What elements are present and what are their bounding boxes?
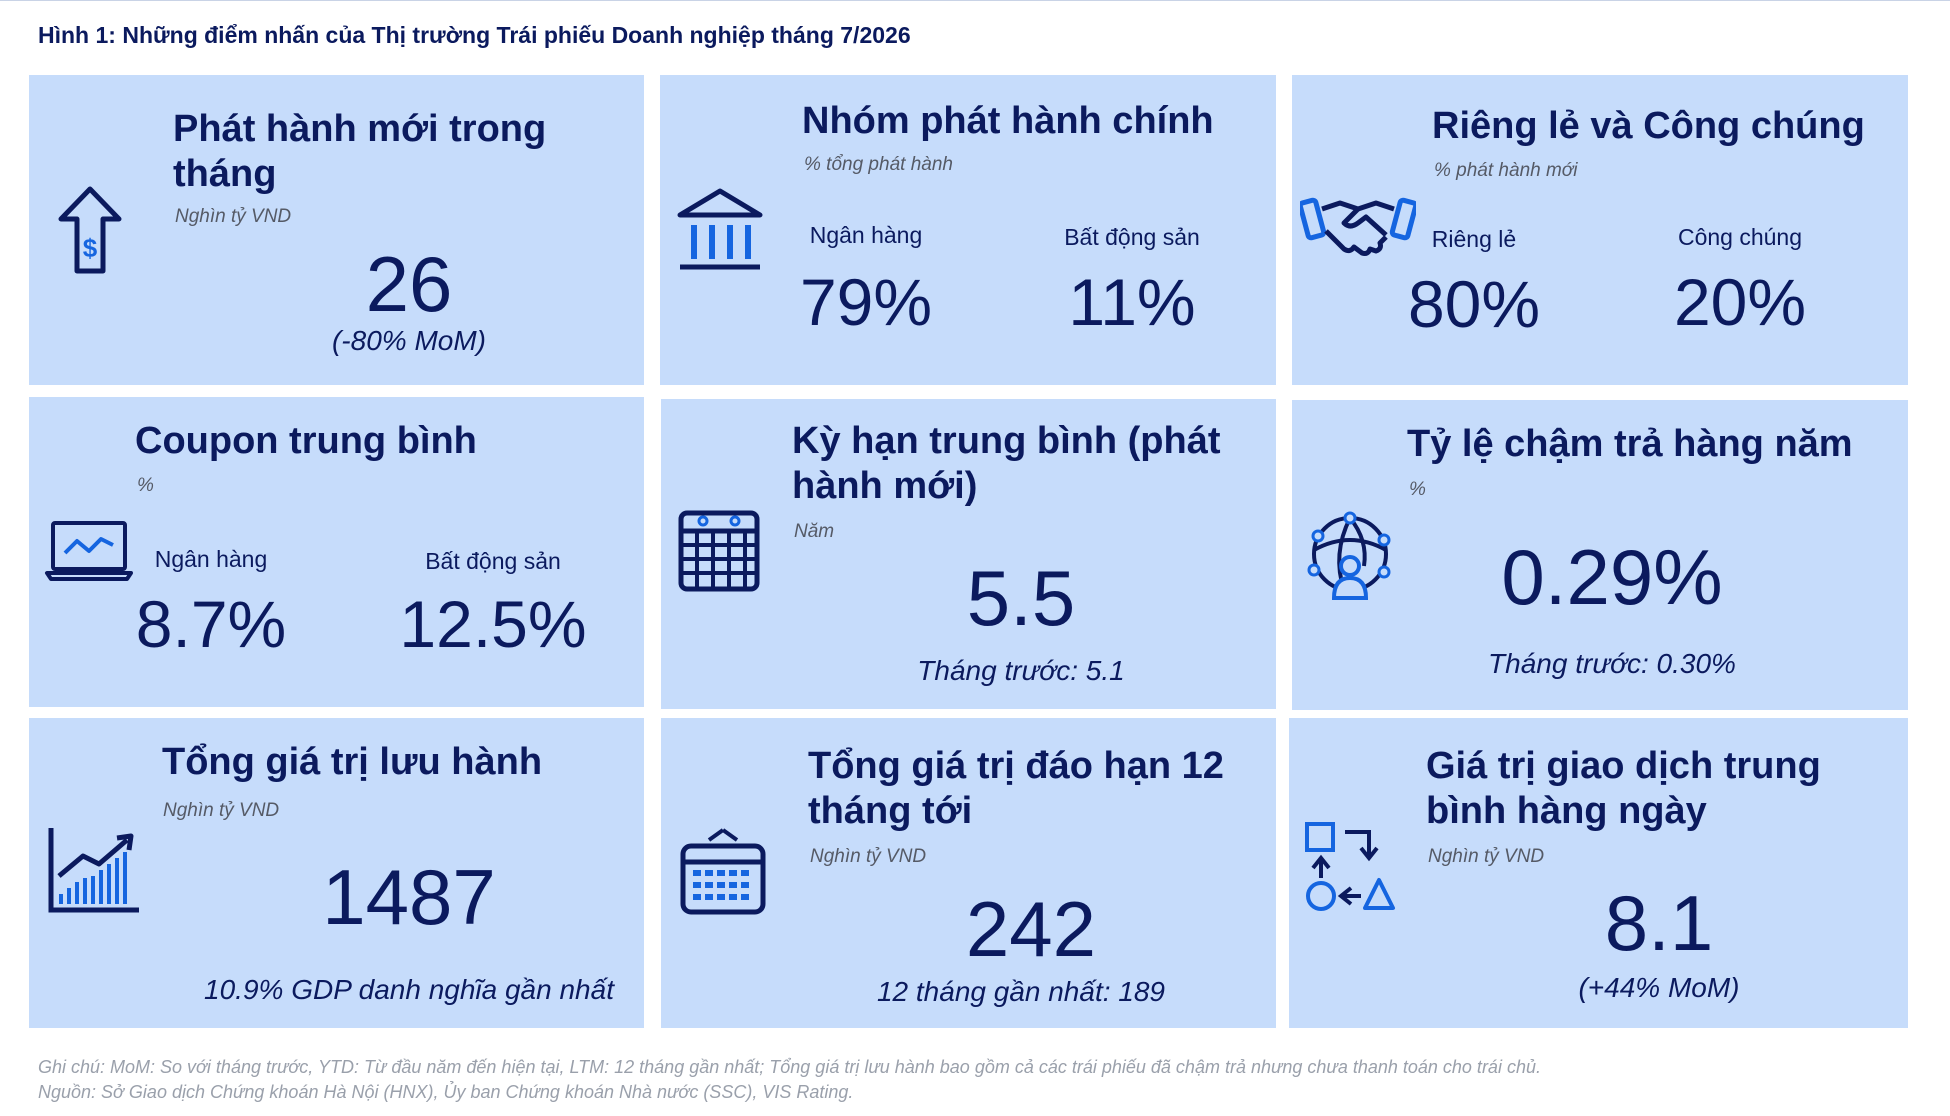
right-value: 11% [1068, 265, 1196, 339]
svg-text:$: $ [83, 233, 98, 263]
main-value: 0.29% [1501, 533, 1723, 621]
card-title: Nhóm phát hành chính [802, 100, 1214, 142]
unit-label: Nghìn tỷ VND [1428, 846, 1545, 867]
shapes-flow-icon [1303, 820, 1397, 917]
main-value: 5.5 [966, 554, 1076, 642]
laptop-chart-icon [43, 519, 135, 588]
unit-label: Năm [794, 521, 835, 542]
left-label: Ngân hàng [154, 546, 268, 572]
unit-label: % phát hành mới [1434, 160, 1578, 181]
calendar-grid-icon [679, 826, 767, 921]
card-title: Kỳ hạn trung bình (phát hành mới) [792, 420, 1221, 507]
card-tenor: Kỳ hạn trung bình (phát hành mới) Năm 5.… [661, 399, 1276, 709]
arrow-up-dollar-icon: $ [55, 185, 125, 282]
right-label: Bất động sản [1064, 224, 1200, 250]
globe-network-person-icon [1304, 510, 1396, 607]
left-value: 80% [1407, 267, 1541, 341]
unit-label: % [137, 475, 154, 496]
sub-value: Tháng trước: 0.30% [1488, 648, 1736, 679]
card-title: Tỷ lệ chậm trả hàng năm [1407, 423, 1853, 465]
card-default-rate: Tỷ lệ chậm trả hàng năm % 0.29% Tháng tr… [1292, 400, 1908, 710]
sub-value: (+44% MoM) [1578, 972, 1740, 1003]
sub-value: Tháng trước: 5.1 [917, 655, 1125, 686]
figure-title: Hình 1: Những điểm nhấn của Thị trường T… [38, 22, 911, 48]
card-issuer-groups: Nhóm phát hành chính % tổng phát hành Ng… [660, 75, 1276, 385]
left-value: 79% [799, 265, 933, 339]
right-value: 20% [1673, 265, 1807, 339]
card-title: Tổng giá trị đáo hạn 12 tháng tới [808, 745, 1224, 832]
card-issuance: $ Phát hành mới trong tháng Nghìn tỷ VND… [29, 75, 644, 385]
handshake-icon [1297, 187, 1419, 264]
top-border [0, 0, 1950, 1]
unit-label: % [1409, 479, 1426, 500]
bar-chart-trend-icon [45, 824, 141, 921]
calendar-icon [677, 507, 761, 598]
main-value: 242 [965, 885, 1097, 973]
card-maturity: Tổng giá trị đáo hạn 12 tháng tới Nghìn … [661, 718, 1276, 1028]
card-title: Riêng lẻ và Công chúng [1432, 105, 1865, 147]
bank-building-icon [676, 187, 764, 278]
unit-label: Nghìn tỷ VND [175, 206, 292, 227]
card-coupon: Coupon trung bình % Ngân hàng Bất động s… [29, 397, 644, 707]
sub-value: (-80% MoM) [331, 325, 486, 356]
sub-value: 12 tháng gần nhất: 189 [876, 976, 1166, 1007]
sub-value: 10.9% GDP danh nghĩa gần nhất [204, 974, 614, 1005]
card-private-public: Riêng lẻ và Công chúng % phát hành mới R… [1292, 75, 1908, 385]
main-value: 8.1 [1604, 879, 1714, 967]
unit-label: Nghìn tỷ VND [810, 846, 927, 867]
main-value: 26 [365, 240, 453, 328]
unit-label: Nghìn tỷ VND [163, 800, 280, 821]
left-value: 8.7% [135, 587, 287, 661]
card-title: Tổng giá trị lưu hành [162, 741, 543, 783]
card-title: Phát hành mới trong tháng [173, 108, 547, 195]
right-label: Công chúng [1677, 224, 1803, 250]
footnote: Ghi chú: MoM: So với tháng trước, YTD: T… [38, 1057, 1541, 1077]
card-trading: Giá trị giao dịch trung bình hàng ngày N… [1289, 718, 1908, 1028]
source-note: Nguồn: Sở Giao dịch Chứng khoán Hà Nội (… [38, 1082, 854, 1102]
left-label: Riêng lẻ [1431, 226, 1517, 252]
left-label: Ngân hàng [809, 222, 923, 248]
main-value: 1487 [322, 853, 496, 941]
unit-label: % tổng phát hành [804, 154, 953, 175]
card-title: Giá trị giao dịch trung bình hàng ngày [1426, 745, 1821, 832]
right-value: 12.5% [399, 587, 587, 661]
card-outstanding: Tổng giá trị lưu hành Nghìn tỷ VND 1487 … [29, 718, 644, 1028]
right-label: Bất động sản [425, 548, 561, 574]
card-title: Coupon trung bình [135, 420, 477, 462]
